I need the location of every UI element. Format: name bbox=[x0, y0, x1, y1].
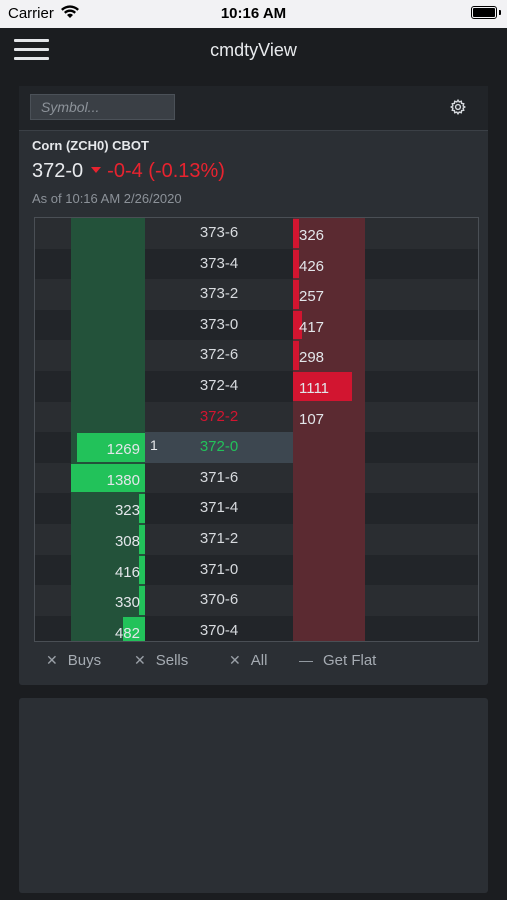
ask-quantity[interactable] bbox=[293, 435, 365, 466]
ask-depth-bar bbox=[293, 249, 299, 279]
panel-header bbox=[19, 86, 488, 131]
ladder-price[interactable]: 370-6 bbox=[199, 591, 239, 609]
bid-quantity[interactable]: 482 bbox=[114, 624, 140, 642]
bid-depth-bar bbox=[76, 433, 145, 462]
ladder-price[interactable]: 372-6 bbox=[199, 346, 239, 364]
bid-depth-bar bbox=[139, 586, 145, 615]
down-arrow-icon bbox=[91, 167, 102, 173]
nav-bar: cmdtyView bbox=[0, 28, 507, 72]
bid-quantity[interactable] bbox=[71, 405, 145, 436]
cancel-all-label: All bbox=[250, 652, 268, 669]
bid-quantity[interactable] bbox=[71, 343, 145, 374]
wifi-icon bbox=[61, 5, 79, 18]
ask-depth-bar bbox=[293, 280, 299, 309]
cancel-sells-label: Sells bbox=[155, 652, 189, 669]
ask-depth-bar bbox=[293, 372, 353, 401]
carrier-label: Carrier bbox=[8, 5, 54, 22]
bid-quantity[interactable]: 308 bbox=[114, 533, 140, 550]
gear-icon[interactable] bbox=[450, 99, 466, 115]
dash-icon: — bbox=[299, 652, 313, 668]
ask-quantity[interactable] bbox=[293, 466, 365, 497]
cancel-buys-button[interactable]: ✕ Buys bbox=[46, 652, 101, 669]
ladder-price[interactable]: 371-6 bbox=[199, 468, 239, 486]
bid-quantity[interactable] bbox=[71, 282, 145, 313]
bid-quantity[interactable] bbox=[71, 374, 145, 405]
order-actions: ✕ Buys ✕ Sells ✕ All — Get Flat bbox=[19, 652, 488, 676]
ask-quantity[interactable]: 326 bbox=[299, 227, 325, 244]
cancel-sells-button[interactable]: ✕ Sells bbox=[134, 652, 188, 669]
ask-quantity[interactable]: 107 bbox=[299, 410, 325, 428]
last-trade-volume: 1 bbox=[150, 437, 158, 454]
price-change: -0-4 (-0.13%) bbox=[91, 160, 225, 182]
bid-depth-bar bbox=[71, 463, 145, 493]
bid-quantity[interactable]: 1269 bbox=[106, 441, 140, 459]
ladder-price[interactable]: 372-0 bbox=[145, 432, 293, 463]
close-icon: ✕ bbox=[229, 652, 241, 668]
ask-quantity[interactable]: 426 bbox=[299, 257, 325, 275]
ladder-price[interactable]: 372-4 bbox=[199, 377, 239, 394]
ladder-price[interactable]: 371-0 bbox=[199, 560, 239, 578]
ask-quantity[interactable] bbox=[293, 527, 365, 558]
ask-quantity[interactable]: 257 bbox=[299, 288, 325, 306]
timestamp: As of 10:16 AM 2/26/2020 bbox=[32, 191, 182, 206]
quote-line: 372-0 -0-4 (-0.13%) bbox=[32, 160, 225, 183]
ask-quantity[interactable] bbox=[293, 588, 365, 619]
ask-quantity[interactable] bbox=[293, 496, 365, 527]
ask-quantity[interactable]: 298 bbox=[299, 349, 325, 367]
bid-quantity[interactable] bbox=[71, 313, 145, 344]
bid-depth-bar bbox=[139, 494, 145, 523]
bid-depth-bar bbox=[139, 555, 145, 585]
bid-column bbox=[71, 218, 145, 641]
ask-depth-bar bbox=[293, 310, 302, 340]
bid-quantity[interactable] bbox=[71, 252, 145, 283]
ladder-price[interactable]: 371-4 bbox=[199, 499, 239, 517]
ladder-price[interactable]: 373-6 bbox=[199, 224, 239, 241]
get-flat-label: Get Flat bbox=[323, 652, 377, 669]
ladder-price[interactable]: 371-2 bbox=[199, 530, 239, 547]
status-bar: Carrier 10:16 AM bbox=[0, 0, 507, 28]
hamburger-icon[interactable] bbox=[14, 37, 49, 63]
ask-column bbox=[293, 218, 365, 641]
bid-depth-bar bbox=[122, 616, 145, 641]
ladder-price[interactable]: 372-2 bbox=[199, 407, 239, 425]
battery-icon bbox=[471, 6, 501, 19]
bid-quantity[interactable]: 1380 bbox=[106, 471, 140, 489]
clock: 10:16 AM bbox=[220, 5, 287, 22]
secondary-panel bbox=[19, 698, 488, 893]
bid-quantity[interactable] bbox=[71, 221, 145, 252]
close-icon: ✕ bbox=[46, 652, 58, 668]
ask-quantity[interactable] bbox=[293, 558, 365, 589]
ask-depth-bar bbox=[293, 219, 299, 248]
cancel-buys-label: Buys bbox=[67, 652, 102, 669]
ladder-price[interactable]: 370-4 bbox=[199, 621, 239, 639]
bid-depth-bar bbox=[139, 525, 145, 554]
price-ladder[interactable]: 373-6 326 373-4 426 373-2 257 373-0 417 372-6 298… bbox=[34, 217, 479, 642]
bid-quantity[interactable]: 323 bbox=[114, 502, 140, 520]
app-title: cmdtyView bbox=[210, 40, 297, 60]
instrument-name: Corn (ZCH0) CBOT bbox=[32, 138, 149, 153]
ask-depth-bar bbox=[293, 341, 299, 370]
ladder-price[interactable]: 373-4 bbox=[199, 254, 239, 272]
price-change-value: -0-4 (-0.13%) bbox=[107, 160, 225, 182]
ask-quantity[interactable]: 1111 bbox=[299, 380, 330, 397]
cancel-all-button[interactable]: ✕ All bbox=[229, 652, 267, 669]
last-price: 372-0 bbox=[32, 160, 84, 182]
ask-quantity[interactable] bbox=[293, 619, 365, 641]
get-flat-button[interactable]: — Get Flat bbox=[299, 652, 376, 669]
close-icon: ✕ bbox=[134, 652, 146, 668]
ask-quantity[interactable]: 417 bbox=[299, 318, 325, 336]
ladder-price[interactable]: 373-0 bbox=[199, 315, 239, 333]
bid-quantity[interactable]: 416 bbox=[114, 563, 140, 581]
symbol-input[interactable] bbox=[30, 94, 175, 120]
bid-quantity[interactable]: 330 bbox=[114, 594, 140, 612]
trading-panel: Corn (ZCH0) CBOT 372-0 -0-4 (-0.13%) As o… bbox=[19, 86, 488, 685]
ladder-price[interactable]: 373-2 bbox=[199, 285, 239, 303]
